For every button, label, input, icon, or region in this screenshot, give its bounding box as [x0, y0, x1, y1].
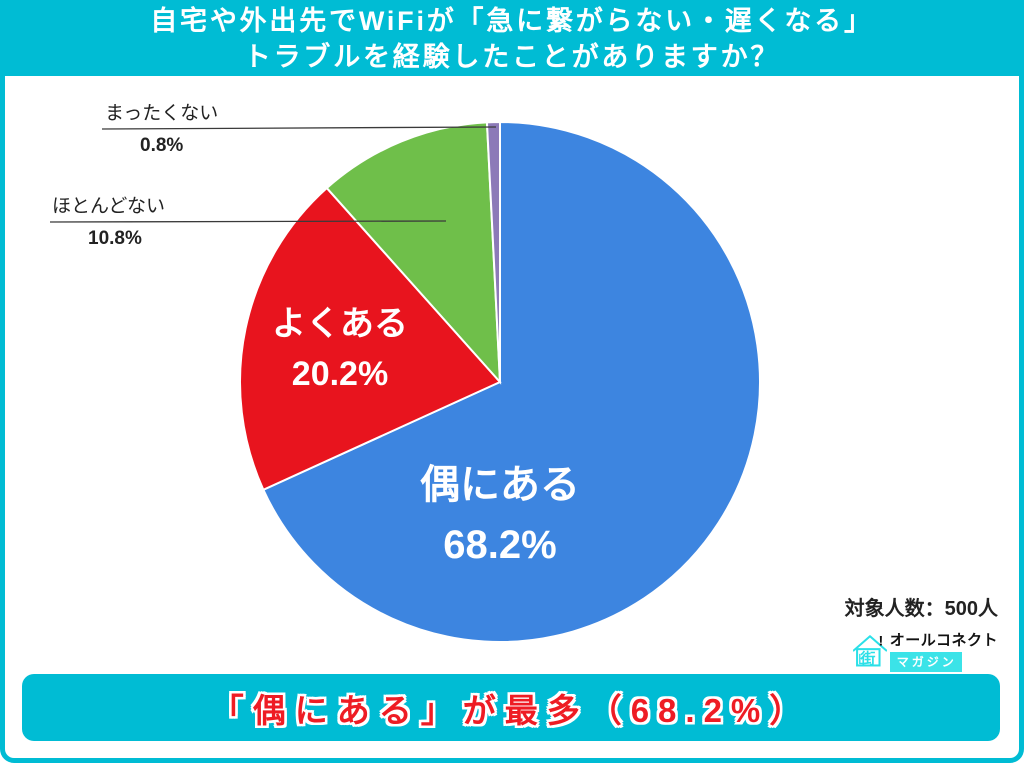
- svg-text:街: 街: [859, 649, 875, 667]
- svg-text:!: !: [878, 634, 883, 650]
